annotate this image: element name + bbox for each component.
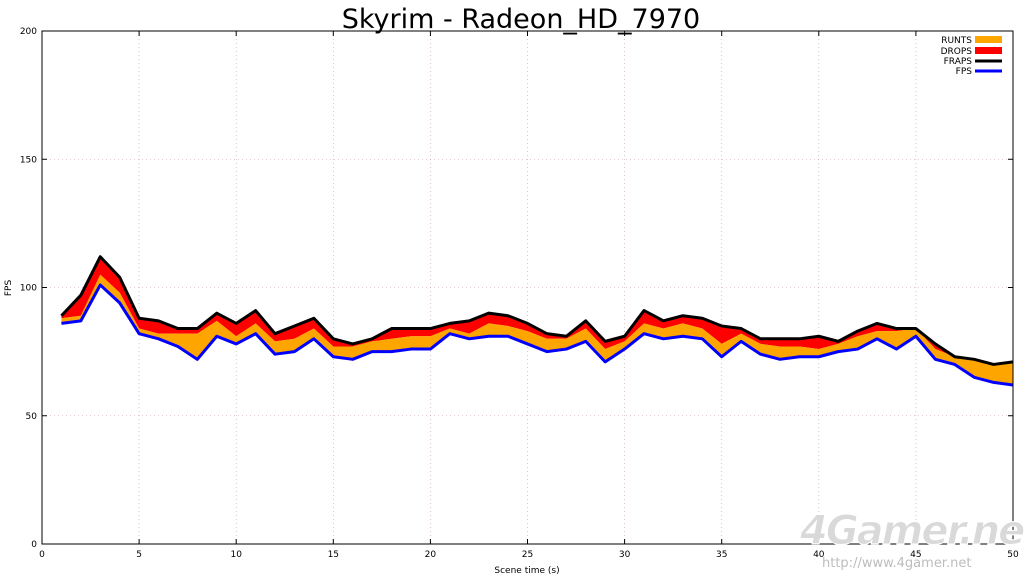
x-axis-label: Scene time (s) [494, 566, 559, 576]
legend-swatch-drops [975, 47, 1002, 54]
legend-label-runts: RUNTS [941, 36, 972, 46]
y-axis-label: FPS [4, 280, 14, 297]
watermark-logo: 4Gamer.net [799, 508, 1024, 554]
x-tick-label: 45 [910, 550, 921, 560]
chart-title: Skyrim - Radeon_HD_7970 [342, 4, 701, 35]
x-tick-label: 0 [39, 550, 45, 560]
plot-areas [61, 256, 1014, 385]
fraps-line [60, 255, 1014, 366]
x-tick-label: 50 [1007, 550, 1019, 560]
x-tick-label: 15 [328, 550, 339, 560]
axis-ticks: 0 5 10 15 20 25 30 35 40 45 50 0 50 100 150 200 [20, 27, 1019, 560]
x-tick-label: 5 [136, 550, 142, 560]
legend-swatch-runts [975, 36, 1002, 43]
legend-label-fps: FPS [956, 67, 973, 77]
legend: RUNTS DROPS FRAPS FPS [941, 36, 1002, 77]
legend-label-fraps: FRAPS [944, 57, 973, 67]
grid [42, 31, 1013, 544]
x-tick-label: 25 [522, 550, 533, 560]
x-tick-label: 10 [230, 550, 242, 560]
y-tick-label: 100 [20, 284, 37, 294]
x-tick-label: 20 [425, 550, 437, 560]
y-tick-label: 200 [20, 27, 37, 37]
watermark-url: http://www.4gamer.net [822, 556, 971, 571]
plot-lines [60, 255, 1014, 387]
x-tick-label: 35 [716, 550, 727, 560]
x-tick-label: 30 [619, 550, 631, 560]
y-tick-label: 50 [26, 412, 38, 422]
legend-label-drops: DROPS [941, 47, 973, 57]
fps-line [61, 283, 1014, 387]
y-tick-label: 0 [31, 540, 37, 550]
x-tick-label: 40 [813, 550, 825, 560]
y-tick-label: 150 [20, 155, 37, 165]
